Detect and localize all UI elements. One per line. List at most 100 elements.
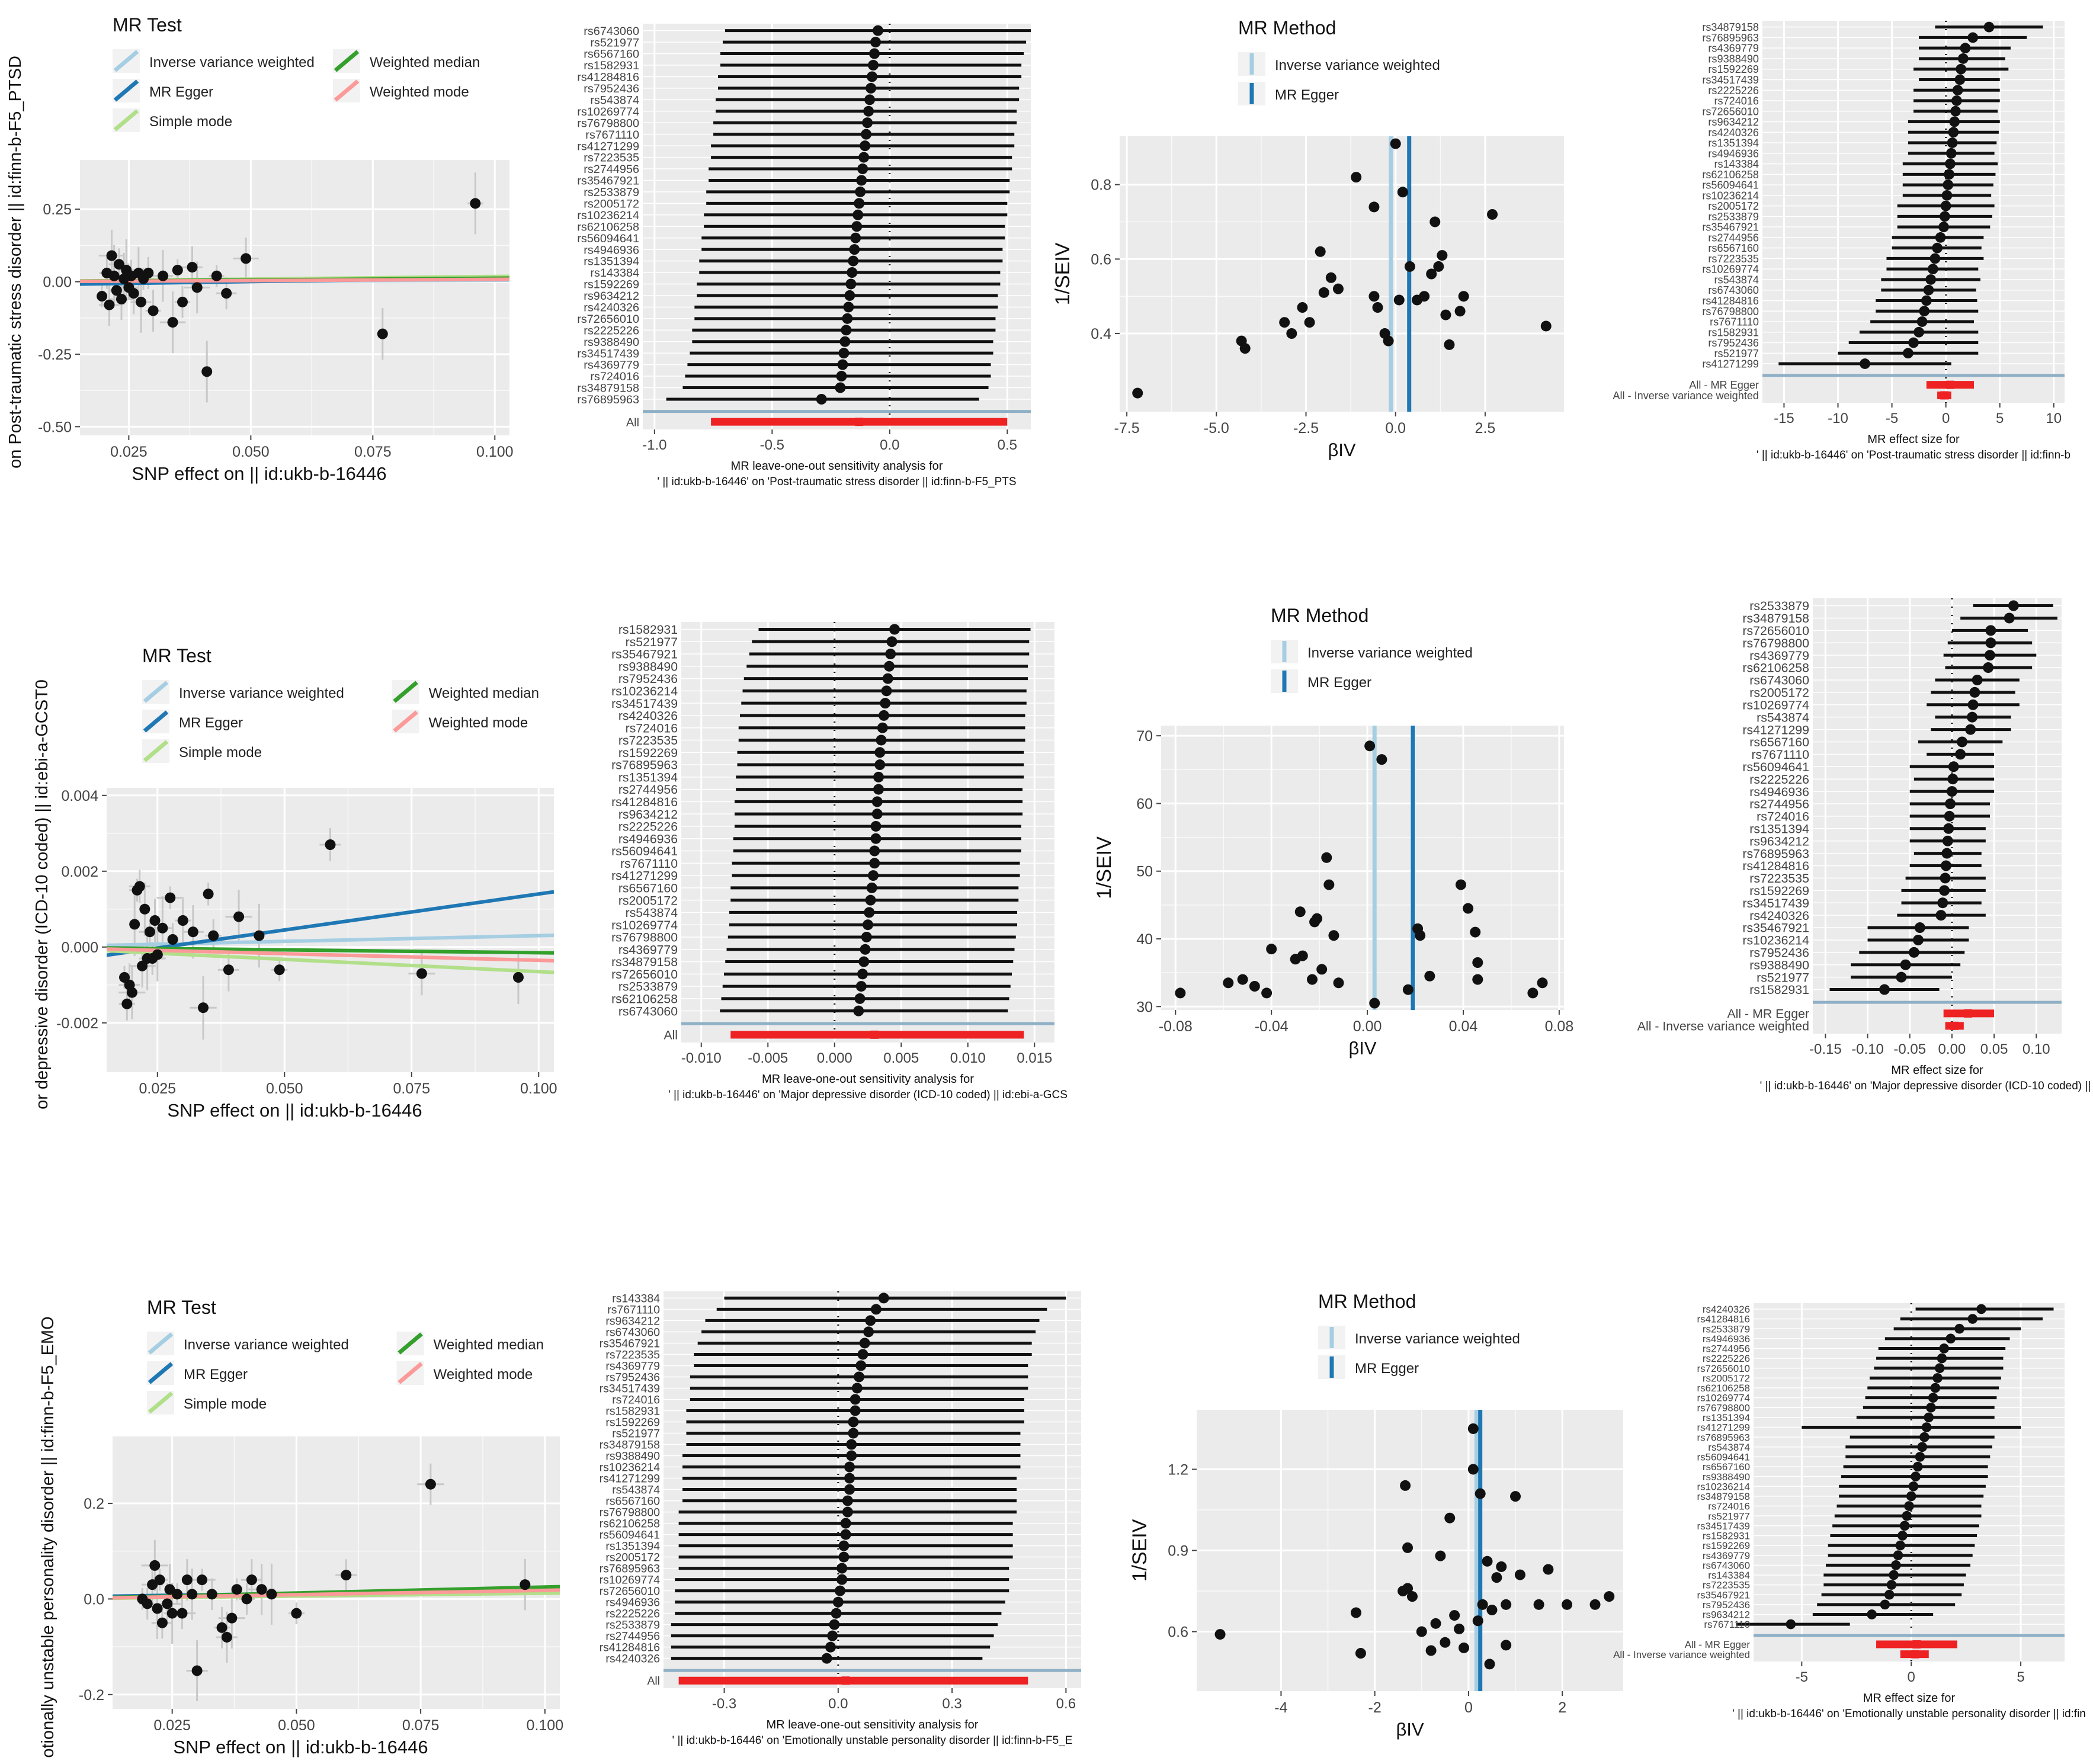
snp-label: rs6743060 <box>1703 1560 1750 1571</box>
summary-point <box>841 1676 850 1685</box>
data-point <box>104 299 115 310</box>
funnel-eupd-chart: -4 -2 0 2 0.6 0.9 1.2 βIV 1/SEIV MR Method Inverse… <box>1129 1291 1623 1740</box>
estimate-point <box>1925 274 1937 285</box>
snp-label: rs2533879 <box>584 186 639 199</box>
estimate-point <box>870 37 881 48</box>
estimate-point <box>1951 95 1962 106</box>
snp-label: rs62106258 <box>1697 1383 1750 1394</box>
legend-key-line <box>393 681 418 703</box>
data-point <box>266 1589 277 1600</box>
snp-label: rs2005172 <box>605 1551 660 1564</box>
estimate-point <box>861 129 872 140</box>
estimate-point <box>1944 169 1954 180</box>
data-point <box>1470 926 1481 938</box>
tick-label-x: 0.075 <box>354 444 392 460</box>
data-point <box>1449 1610 1460 1621</box>
snp-label: rs4369779 <box>605 1359 660 1372</box>
data-point <box>1458 1642 1469 1653</box>
data-point <box>191 1665 203 1676</box>
data-point <box>211 270 222 281</box>
x-axis-label-sub: ' || id:ukb-b-16446' on 'Post-traumatic … <box>657 476 1016 488</box>
tick-label-x: 0.050 <box>278 1717 315 1734</box>
snp-label: rs41284816 <box>577 71 639 84</box>
data-point <box>1537 977 1548 989</box>
tick-label-x: 0.025 <box>110 444 148 460</box>
data-point <box>1279 317 1290 328</box>
estimate-point <box>850 1394 861 1405</box>
estimate-point <box>854 993 866 1004</box>
estimate-point <box>838 1540 850 1551</box>
snp-label: rs2225226 <box>1708 85 1759 97</box>
data-point <box>1372 302 1383 313</box>
tick-label-y: -0.2 <box>79 1687 104 1704</box>
data-point <box>1175 987 1186 999</box>
data-point <box>1402 984 1414 995</box>
y-axis-label: 1/SEIV <box>1052 242 1074 305</box>
legend-label: MR Egger <box>184 1367 248 1383</box>
snp-label: rs2005172 <box>1703 1372 1750 1384</box>
estimate-point <box>844 1484 855 1495</box>
snp-label: rs724016 <box>1708 1501 1750 1512</box>
legend-key-line <box>143 740 169 762</box>
estimate-point <box>1939 885 1950 896</box>
snp-label: rs2005172 <box>584 197 639 210</box>
legend-title: MR Test <box>113 14 182 36</box>
legend-title: MR Test <box>147 1297 216 1318</box>
estimate-point <box>857 163 868 175</box>
tick-label-x: 0.3 <box>942 1696 961 1712</box>
data-point <box>111 285 122 296</box>
snp-label: rs4946936 <box>605 1596 660 1609</box>
legend-label: Inverse variance weighted <box>184 1337 349 1353</box>
data-point <box>1364 740 1376 752</box>
data-point <box>1430 1618 1441 1629</box>
snp-label: rs2225226 <box>1749 772 1809 787</box>
data-point <box>142 1598 153 1609</box>
y-axis-label: on Post-traumatic stress disorder || id:… <box>6 56 25 469</box>
estimate-point <box>1957 736 1967 748</box>
estimate-point <box>1927 264 1938 275</box>
data-point <box>201 366 213 377</box>
data-point <box>1307 974 1318 985</box>
funnel-mdd-panel-bg <box>1161 726 1564 1010</box>
snp-label: rs9388490 <box>584 336 639 349</box>
snp-label: rs2225226 <box>605 1608 660 1621</box>
estimate-point <box>2004 612 2015 624</box>
legend-key-line <box>393 710 418 733</box>
snp-label: rs35467921 <box>1702 222 1759 233</box>
snp-label: rs34517439 <box>1697 1521 1750 1532</box>
estimate-point <box>841 325 852 336</box>
legend-key-line <box>148 1362 174 1384</box>
estimate-point <box>1889 1570 1899 1580</box>
estimate-point <box>853 1005 864 1016</box>
data-point <box>156 1617 168 1628</box>
estimate-point <box>1906 1491 1916 1502</box>
data-point <box>1402 1542 1414 1553</box>
legend-label: Weighted mode <box>429 715 528 731</box>
snp-label: rs7671110 <box>620 857 678 871</box>
tick-label-x: -5 <box>1886 410 1898 426</box>
estimate-point <box>844 1461 855 1473</box>
data-point <box>1239 343 1251 354</box>
summary-label: All <box>664 1028 678 1042</box>
snp-label: rs2005172 <box>618 894 678 907</box>
data-point <box>1482 1555 1493 1567</box>
tick-label-x: 0.0 <box>1385 420 1406 437</box>
legend-label: Weighted median <box>429 685 539 701</box>
data-point <box>1294 906 1306 918</box>
estimate-point <box>860 140 871 152</box>
snp-label: rs4240326 <box>1708 127 1759 139</box>
data-point <box>121 998 133 1009</box>
snp-label: rs7952436 <box>1703 1599 1750 1611</box>
data-point <box>325 839 336 850</box>
snp-label: rs62106258 <box>577 220 639 233</box>
estimate-point <box>864 907 875 918</box>
data-point <box>1496 1561 1507 1572</box>
estimate-point <box>1967 699 1979 710</box>
single-mdd-chart: rs2533879rs34879158rs72656010rs76798800r… <box>1637 598 2093 1092</box>
data-point <box>216 1622 227 1633</box>
estimate-point <box>1900 959 1911 970</box>
data-point <box>246 1574 257 1586</box>
snp-label: rs76895963 <box>577 393 639 406</box>
estimate-point <box>827 1630 838 1641</box>
data-point <box>1424 970 1435 982</box>
